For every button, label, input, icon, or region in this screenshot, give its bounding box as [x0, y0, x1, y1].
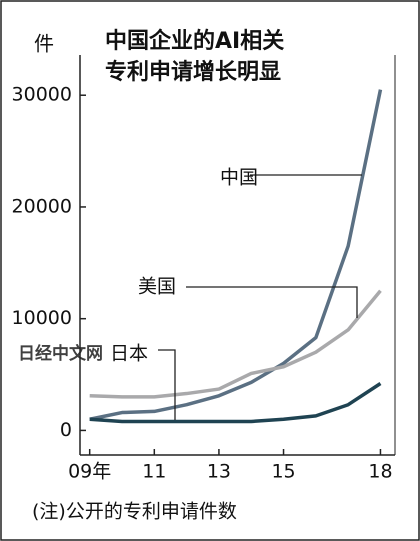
- note: (注)公开的专利申请件数: [32, 501, 237, 523]
- series-line: [89, 382, 382, 424]
- chart-title: 中国企业的AI相关: [105, 28, 284, 54]
- y-tick-label: 30000: [12, 84, 72, 106]
- series-line: [89, 289, 382, 399]
- series-label: 美国: [138, 276, 176, 298]
- y-tick-label: 20000: [12, 195, 72, 217]
- y-axis-label: 件: [34, 32, 54, 56]
- series-label: 日本: [110, 343, 148, 365]
- y-tick-label: 10000: [12, 307, 72, 329]
- y-tick-label: 0: [60, 419, 72, 441]
- chart-title: 专利申请增长明显: [105, 59, 281, 85]
- x-tick-label: 15: [271, 461, 295, 483]
- series-line: [89, 89, 383, 421]
- x-tick-label: 13: [207, 461, 231, 483]
- x-tick-label: 09年: [68, 461, 111, 483]
- callout-line: [186, 286, 358, 318]
- watermark: 日经中文网: [18, 343, 103, 364]
- callout-line: [158, 349, 176, 420]
- series-label: 中国: [220, 167, 258, 189]
- x-tick-label: 11: [142, 461, 166, 483]
- x-tick-label: 18: [368, 461, 392, 483]
